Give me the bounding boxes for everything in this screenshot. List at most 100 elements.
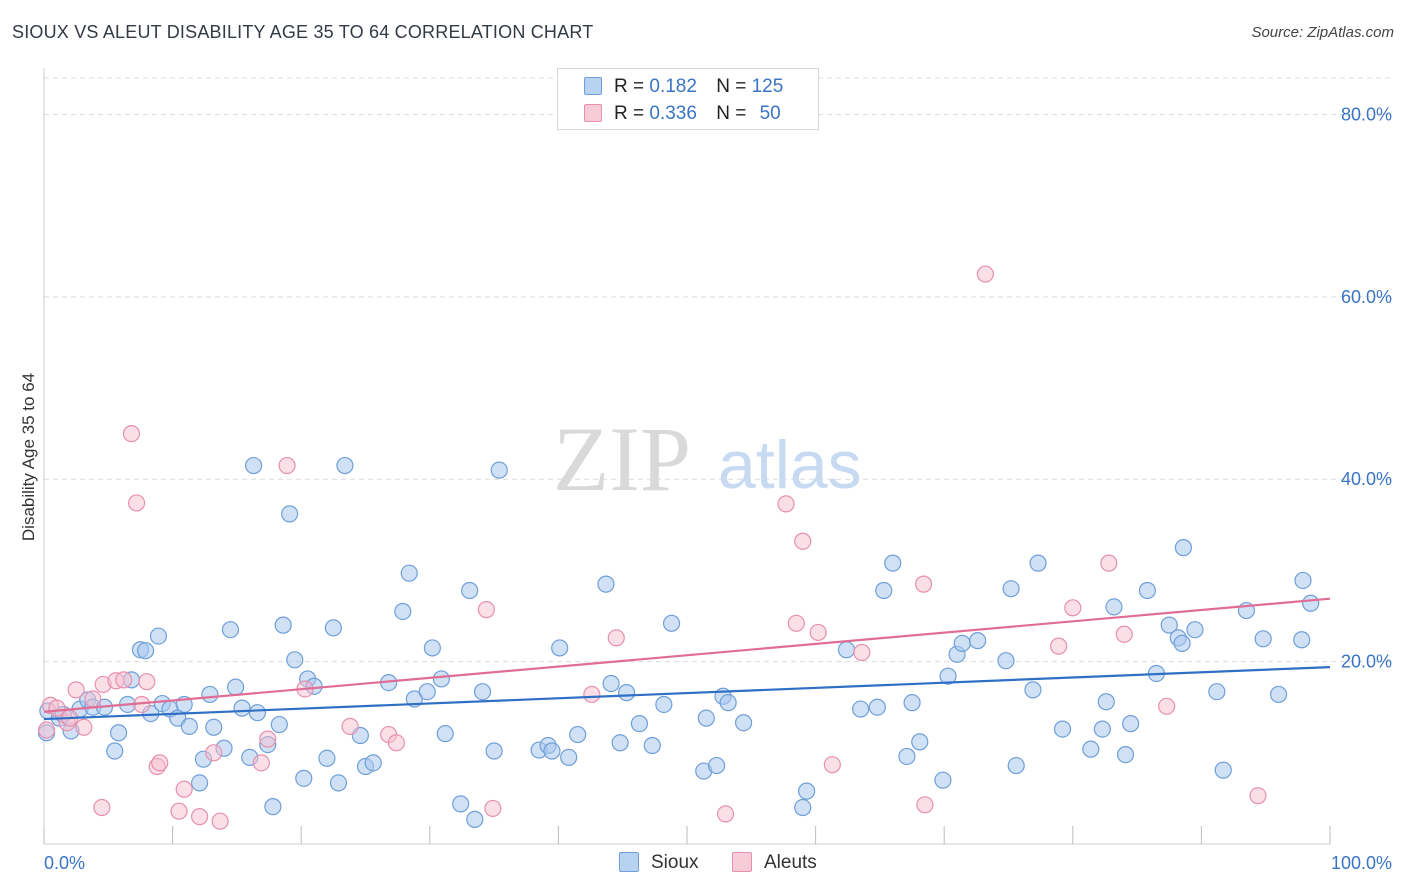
- sioux-point: [485, 742, 503, 760]
- sioux-point: [911, 733, 929, 751]
- sioux-point: [1160, 616, 1178, 634]
- aleut-point: [915, 575, 933, 593]
- sioux-point: [452, 795, 470, 813]
- aleut-point: [205, 744, 223, 762]
- aleut-point: [387, 734, 405, 752]
- sioux-point: [543, 742, 561, 760]
- sioux-point: [432, 670, 450, 688]
- sioux-point: [1097, 693, 1115, 711]
- y-tick-label: 80.0%: [1341, 104, 1392, 124]
- y-tick-label: 20.0%: [1341, 652, 1392, 672]
- aleut-point: [1158, 697, 1176, 715]
- legend-row-aleuts: R = 0.336 N = 50: [584, 103, 781, 125]
- sioux-point: [611, 734, 629, 752]
- sioux-point: [461, 581, 479, 600]
- sioux-point: [969, 632, 987, 650]
- sioux-point: [394, 602, 412, 621]
- aleut-point: [823, 756, 841, 774]
- sioux-point: [201, 685, 219, 704]
- legend-swatch-sioux: [584, 77, 602, 95]
- sioux-point: [1293, 631, 1311, 649]
- sioux-point: [221, 621, 240, 639]
- legend-n-label: N =: [716, 103, 747, 124]
- sioux-point: [719, 694, 737, 712]
- aleut-point: [127, 494, 146, 512]
- sioux-point: [837, 641, 856, 659]
- y-axis-label: Disability Age 35 to 64: [19, 373, 38, 541]
- sioux-point: [149, 627, 168, 645]
- sioux-point: [227, 678, 245, 696]
- sioux-point: [466, 810, 484, 828]
- legend: R = 0.182 N = 125 R = 0.336 N = 50: [557, 68, 819, 130]
- aleut-point: [1064, 599, 1082, 617]
- bottom-legend-sioux: Sioux: [619, 852, 699, 874]
- sioux-point: [934, 771, 952, 789]
- sioux-point: [418, 683, 436, 701]
- sioux-point: [662, 614, 681, 632]
- aleut-point: [259, 730, 277, 748]
- sioux-point: [400, 564, 418, 582]
- sioux-point: [436, 725, 454, 743]
- sioux-point: [191, 774, 209, 792]
- sioux-point: [617, 684, 636, 702]
- sioux-point: [1138, 581, 1156, 600]
- aleut-point: [1050, 637, 1068, 655]
- sioux-point: [997, 652, 1015, 670]
- sioux-point: [903, 694, 921, 712]
- sioux-point: [1029, 554, 1047, 572]
- sioux-point: [898, 747, 916, 766]
- sioux-point: [1269, 685, 1288, 704]
- trend-lines: [43, 597, 1331, 721]
- sioux-point: [245, 456, 263, 475]
- sioux-point: [473, 683, 492, 701]
- sioux-point: [1214, 761, 1232, 779]
- sioux-point: [490, 461, 508, 479]
- aleut-point: [1249, 787, 1267, 805]
- legend-n-value-sioux: 125: [751, 76, 784, 97]
- sioux-point: [336, 456, 354, 475]
- sioux-point: [106, 742, 124, 760]
- chart-title: SIOUX VS ALEUT DISABILITY AGE 35 TO 64 C…: [12, 22, 594, 42]
- sioux-point: [281, 505, 299, 523]
- aleut-point: [484, 799, 502, 818]
- sioux-point: [1093, 720, 1111, 738]
- sioux-point: [180, 717, 198, 735]
- sioux-point: [1007, 756, 1025, 775]
- aleut-trend-line: [43, 597, 1331, 713]
- sioux-point: [264, 798, 282, 816]
- aleut-point: [583, 685, 601, 704]
- bottom-legend-label-aleuts: Aleuts: [764, 852, 817, 873]
- sioux-point: [109, 724, 128, 742]
- aleut-point: [191, 808, 209, 826]
- sioux-point: [205, 718, 223, 736]
- aleut-point: [67, 681, 85, 699]
- sioux-point: [868, 698, 886, 716]
- sioux-point: [875, 581, 893, 600]
- aleut-point: [211, 812, 229, 830]
- sioux-point: [630, 715, 649, 733]
- aleut-point: [809, 623, 827, 642]
- y-tick-label: 40.0%: [1341, 469, 1392, 489]
- sioux-point: [1254, 630, 1272, 648]
- aleut-point: [777, 495, 795, 513]
- watermark-zip: ZIP: [553, 408, 691, 510]
- bottom-legend-aleuts: Aleuts: [732, 852, 817, 874]
- sioux-point: [318, 749, 336, 767]
- aleut-point: [122, 425, 141, 443]
- legend-row-sioux: R = 0.182 N = 125: [584, 76, 783, 98]
- sioux-point: [569, 725, 587, 744]
- aleut-point: [170, 802, 188, 820]
- sioux-point: [794, 798, 812, 817]
- sioux-point: [643, 736, 661, 755]
- sioux-point: [560, 748, 578, 766]
- gridlines: [44, 77, 1392, 663]
- sioux-point: [1174, 539, 1192, 557]
- sioux-point: [1002, 580, 1020, 598]
- sioux-point: [1116, 746, 1135, 764]
- aleut-points: [37, 265, 1267, 830]
- x-tick-label: 100.0%: [1331, 853, 1392, 873]
- sioux-point: [1294, 571, 1312, 590]
- sioux-point: [797, 782, 816, 800]
- aleut-point: [716, 805, 735, 823]
- sioux-point: [233, 699, 251, 717]
